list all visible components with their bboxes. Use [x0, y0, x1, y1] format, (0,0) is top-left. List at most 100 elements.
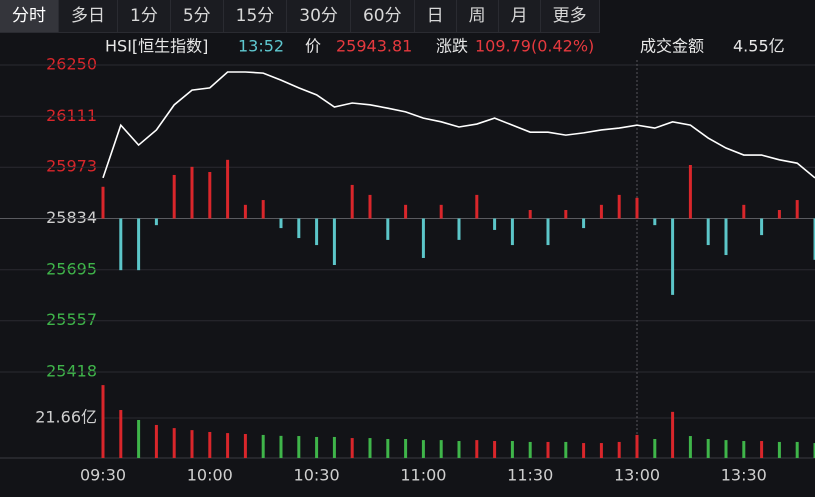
tab[interactable]: 周: [457, 0, 499, 32]
symbol: HSI[恒生指数]: [105, 37, 208, 56]
tab[interactable]: 日: [415, 0, 457, 32]
x-tick-label: 13:00: [614, 466, 660, 485]
deviation-bar: [688, 164, 692, 219]
tab[interactable]: 15分: [224, 0, 288, 32]
volume-bar: [706, 438, 710, 458]
deviation-bar: [599, 204, 603, 219]
volume-tick-label: 21.66亿: [35, 408, 97, 427]
deviation-bar: [510, 218, 514, 246]
y-tick-label: 25695: [46, 259, 97, 278]
price: 25943.81: [336, 37, 412, 56]
volume-bar: [439, 440, 443, 458]
y-tick-label: 25557: [46, 310, 97, 329]
volume-bar: [119, 410, 123, 458]
tab[interactable]: 60分: [351, 0, 415, 32]
deviation-bar: [475, 194, 479, 219]
tab[interactable]: 月: [499, 0, 541, 32]
time: 13:52: [238, 37, 284, 56]
deviation-bar: [760, 218, 764, 236]
x-tick-label: 13:30: [721, 466, 767, 485]
deviation-bar: [261, 200, 265, 219]
turnover: 4.55亿: [733, 37, 785, 56]
volume-bar: [760, 441, 764, 458]
deviation-bar: [172, 174, 176, 219]
deviation-bar: [404, 204, 408, 219]
volume-bar: [172, 428, 176, 458]
tab[interactable]: 5分: [171, 0, 224, 32]
volume-bar: [475, 440, 479, 458]
deviation-bar: [190, 166, 194, 219]
tab[interactable]: 多日: [59, 0, 118, 32]
volume-bar: [243, 434, 247, 458]
volume-bar: [582, 443, 586, 458]
deviation-bar: [439, 204, 443, 219]
volume-bar: [528, 441, 532, 458]
tab-bar: 分时 多日 1分 5分 15分 30分 60分日周月更多: [0, 0, 600, 33]
y-tick-label: 25418: [46, 362, 97, 381]
volume-bar: [208, 431, 212, 458]
volume-bar: [386, 438, 390, 458]
volume-bar: [421, 440, 425, 458]
deviation-bar: [297, 218, 301, 239]
price-label: 价: [305, 37, 321, 56]
deviation-bar: [368, 194, 372, 219]
volume-bar: [190, 430, 194, 458]
volume-bar: [315, 436, 319, 458]
deviation-bar: [421, 218, 425, 258]
deviation-bar: [208, 172, 212, 219]
deviation-bar: [101, 186, 105, 219]
deviation-bar: [279, 218, 283, 229]
deviation-bar: [564, 210, 568, 219]
deviation-bar: [813, 218, 815, 260]
tab[interactable]: 30分: [287, 0, 351, 32]
y-tick-label: 25973: [46, 157, 97, 176]
volume-bar: [777, 441, 781, 458]
volume-bar: [599, 443, 603, 458]
deviation-bar: [457, 218, 461, 240]
deviation-bar: [493, 218, 497, 230]
deviation-bar: [671, 218, 675, 295]
change: 109.79(0.42%): [475, 37, 594, 56]
volume-bar: [653, 438, 657, 458]
volume-bar: [154, 424, 158, 458]
deviation-bar: [332, 218, 336, 265]
y-tick-label: 26250: [46, 55, 97, 74]
deviation-bar: [653, 218, 657, 226]
volume-bar: [510, 441, 514, 458]
deviation-bar: [386, 218, 390, 240]
tab[interactable]: 分时: [0, 0, 59, 32]
volume-bar: [368, 438, 372, 458]
volume-bar: [546, 441, 550, 458]
volume-bar: [617, 441, 621, 458]
volume-bar: [564, 441, 568, 458]
deviation-bar: [582, 218, 586, 229]
x-tick-label: 10:30: [294, 466, 340, 485]
volume-bar: [350, 438, 354, 458]
volume-bar: [635, 434, 639, 458]
volume-bar: [457, 441, 461, 458]
volume-bar: [742, 441, 746, 458]
turnover-label: 成交金额: [640, 37, 704, 56]
deviation-bar: [315, 218, 319, 246]
deviation-bar: [617, 194, 621, 219]
volume-bar: [261, 434, 265, 458]
volume-bar: [671, 411, 675, 458]
x-tick-label: 09:30: [80, 466, 126, 485]
deviation-bar: [154, 218, 158, 226]
tab[interactable]: 1分: [118, 0, 171, 32]
volume-bar: [297, 436, 301, 458]
volume-bar: [101, 385, 105, 458]
y-tick-label: 25834: [46, 208, 97, 227]
volume-bar: [279, 435, 283, 458]
x-tick-label: 10:00: [187, 466, 233, 485]
deviation-bar: [795, 200, 799, 219]
deviation-bar: [137, 218, 141, 271]
deviation-bar: [546, 218, 550, 246]
x-tick-label: 11:00: [400, 466, 446, 485]
volume-bar: [813, 443, 815, 458]
deviation-bar: [350, 184, 354, 219]
tab[interactable]: 更多: [541, 0, 600, 32]
y-tick-label: 26111: [46, 106, 97, 125]
